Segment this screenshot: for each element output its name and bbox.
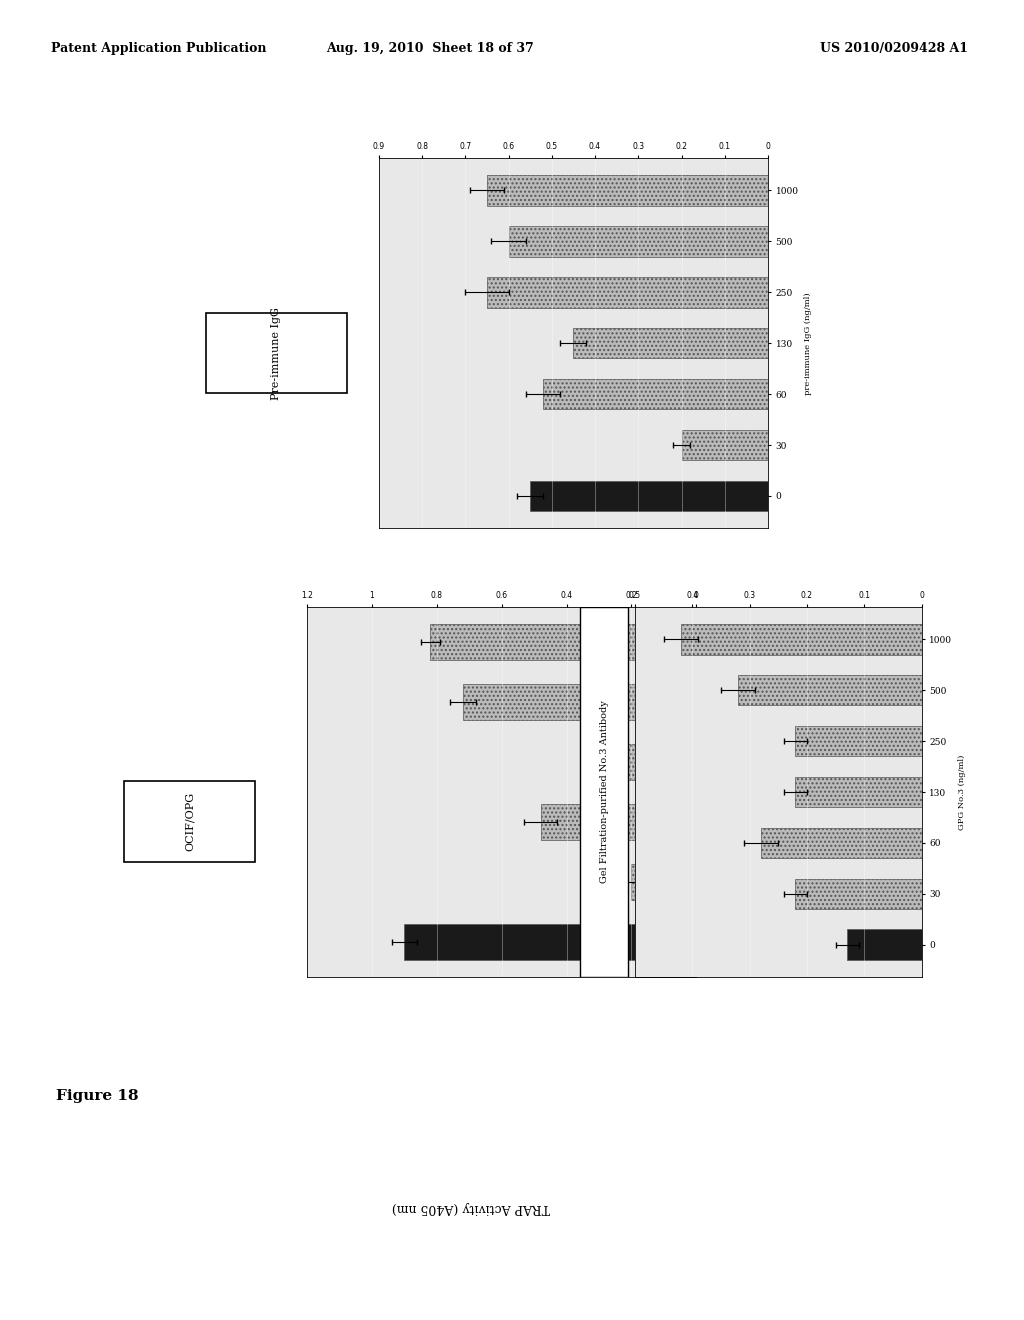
Bar — [681, 624, 922, 655]
Bar — [796, 776, 922, 808]
Bar — [682, 430, 768, 461]
Bar — [541, 804, 696, 840]
Bar — [761, 828, 922, 858]
Text: TRAP Activity (A405 nm): TRAP Activity (A405 nm) — [392, 1201, 550, 1214]
FancyBboxPatch shape — [206, 313, 347, 393]
Text: US 2010/0209428 A1: US 2010/0209428 A1 — [819, 42, 968, 55]
Text: Aug. 19, 2010  Sheet 18 of 37: Aug. 19, 2010 Sheet 18 of 37 — [327, 42, 534, 55]
Bar — [796, 726, 922, 756]
Bar — [573, 327, 768, 359]
Bar — [509, 226, 768, 256]
Bar — [599, 744, 696, 780]
Bar — [530, 480, 768, 511]
Y-axis label: GPG No.3 (ng/ml): GPG No.3 (ng/ml) — [957, 754, 966, 830]
Text: Gel Filtration-purified No.3 Antibody: Gel Filtration-purified No.3 Antibody — [600, 701, 608, 883]
Bar — [463, 684, 696, 719]
Bar — [796, 879, 922, 909]
Y-axis label: pre-immune IgG (ng/ml): pre-immune IgG (ng/ml) — [804, 292, 812, 395]
Text: Figure 18: Figure 18 — [56, 1089, 139, 1104]
Bar — [430, 624, 696, 660]
Bar — [847, 929, 922, 960]
Bar — [738, 675, 922, 705]
Bar — [487, 277, 768, 308]
Bar — [543, 379, 768, 409]
FancyBboxPatch shape — [580, 607, 629, 977]
Y-axis label: OCIF (ng/ml): OCIF (ng/ml) — [727, 764, 735, 820]
FancyBboxPatch shape — [124, 781, 255, 862]
Text: Pre-immune IgG: Pre-immune IgG — [271, 306, 282, 400]
Bar — [632, 865, 696, 900]
Text: Patent Application Publication: Patent Application Publication — [51, 42, 266, 55]
Bar — [487, 176, 768, 206]
Text: OCIF/OPG: OCIF/OPG — [184, 792, 195, 851]
Bar — [404, 924, 696, 960]
